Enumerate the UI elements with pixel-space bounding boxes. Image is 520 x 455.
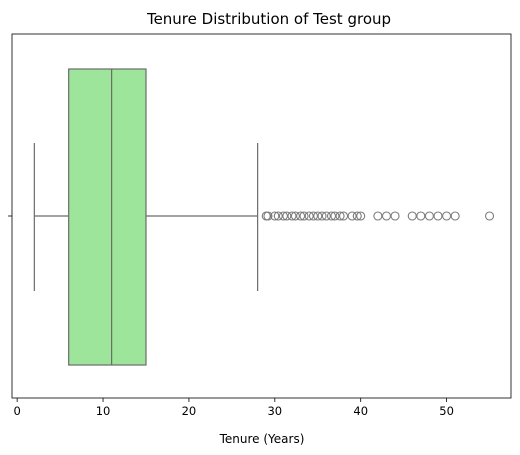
outlier-point bbox=[278, 211, 288, 221]
box-group bbox=[33, 68, 259, 366]
outlier-point bbox=[347, 211, 357, 221]
x-tick-label: 40 bbox=[353, 404, 368, 418]
outlier-point bbox=[356, 211, 366, 221]
outlier-point bbox=[263, 211, 273, 221]
x-tick-label: 0 bbox=[13, 404, 20, 418]
outlier-point bbox=[313, 211, 323, 221]
outlier-point bbox=[450, 211, 460, 221]
outlier-point bbox=[270, 211, 280, 221]
outlier-point bbox=[273, 211, 283, 221]
outlier-point bbox=[338, 211, 349, 221]
outlier-point bbox=[335, 211, 345, 221]
outlier-point bbox=[317, 211, 327, 221]
x-tick-label: 10 bbox=[96, 404, 111, 418]
x-tick-label: 20 bbox=[182, 404, 197, 418]
outlier-point bbox=[282, 211, 292, 221]
outlier-point bbox=[287, 211, 297, 221]
outlier-point bbox=[442, 211, 452, 221]
outlier-point bbox=[373, 211, 383, 221]
outlier-point bbox=[352, 211, 362, 221]
outlier-group bbox=[261, 211, 495, 221]
outlier-point bbox=[321, 211, 331, 221]
outlier-point bbox=[381, 211, 392, 221]
outlier-point bbox=[296, 211, 306, 221]
outlier-point bbox=[390, 211, 400, 221]
x-tick-label: 30 bbox=[267, 404, 282, 418]
x-axis: 0 10 20 30 40 50 bbox=[13, 398, 454, 418]
outlier-point bbox=[424, 211, 434, 221]
outlier-point bbox=[407, 211, 417, 221]
outlier-point bbox=[330, 211, 340, 221]
iqr-box bbox=[68, 68, 147, 366]
outlier-point bbox=[308, 211, 319, 221]
outlier-point bbox=[304, 211, 314, 221]
outlier-point bbox=[416, 211, 426, 221]
chart-title: Tenure Distribution of Test group bbox=[146, 10, 391, 28]
outlier-point bbox=[299, 211, 309, 221]
outlier-point bbox=[290, 211, 300, 221]
outlier-point bbox=[326, 211, 337, 221]
x-tick-label: 50 bbox=[439, 404, 454, 418]
x-axis-label: Tenure (Years) bbox=[219, 432, 305, 446]
outlier-point bbox=[433, 211, 443, 221]
outlier-point bbox=[484, 211, 495, 221]
